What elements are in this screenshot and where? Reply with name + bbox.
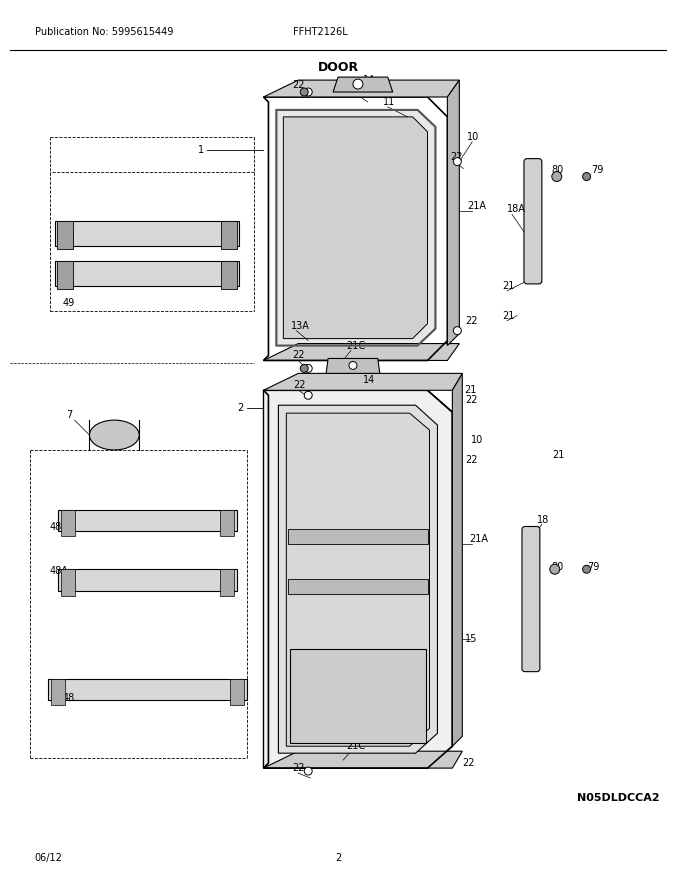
Text: 79: 79 bbox=[588, 562, 600, 572]
Text: DOOR: DOOR bbox=[318, 61, 358, 74]
Circle shape bbox=[304, 88, 312, 96]
Text: 13: 13 bbox=[293, 723, 305, 733]
Circle shape bbox=[550, 564, 560, 575]
Polygon shape bbox=[290, 649, 426, 744]
Polygon shape bbox=[221, 221, 237, 249]
Circle shape bbox=[583, 172, 590, 180]
Text: FFHT2126L: FFHT2126L bbox=[293, 27, 348, 37]
Polygon shape bbox=[452, 373, 462, 746]
Polygon shape bbox=[54, 261, 239, 286]
Circle shape bbox=[304, 364, 312, 372]
Text: 21A: 21A bbox=[467, 202, 486, 211]
Text: 15: 15 bbox=[465, 634, 477, 644]
Text: 21C: 21C bbox=[346, 341, 365, 350]
Polygon shape bbox=[263, 391, 452, 768]
Text: N05DLDCCA2: N05DLDCCA2 bbox=[577, 793, 660, 803]
Polygon shape bbox=[263, 752, 462, 768]
Ellipse shape bbox=[90, 420, 139, 450]
Circle shape bbox=[551, 172, 562, 181]
Text: 22: 22 bbox=[450, 151, 463, 162]
Polygon shape bbox=[221, 261, 237, 289]
Text: 49: 49 bbox=[63, 297, 75, 308]
Text: 12: 12 bbox=[348, 82, 360, 92]
Text: 7: 7 bbox=[67, 410, 73, 420]
Text: 18A: 18A bbox=[507, 204, 526, 215]
Text: 80: 80 bbox=[551, 562, 564, 572]
Text: 21: 21 bbox=[502, 281, 515, 291]
Circle shape bbox=[304, 767, 312, 775]
Polygon shape bbox=[54, 221, 239, 246]
Text: 22: 22 bbox=[292, 763, 305, 774]
Circle shape bbox=[301, 88, 308, 96]
Polygon shape bbox=[278, 405, 437, 753]
Circle shape bbox=[583, 565, 590, 573]
Circle shape bbox=[301, 364, 308, 372]
Text: 22: 22 bbox=[465, 455, 478, 465]
Text: 80: 80 bbox=[551, 165, 564, 174]
Text: 21: 21 bbox=[464, 385, 477, 395]
Polygon shape bbox=[288, 579, 428, 594]
Text: 2: 2 bbox=[237, 403, 243, 414]
Circle shape bbox=[454, 158, 461, 165]
Text: 22: 22 bbox=[465, 395, 478, 405]
FancyBboxPatch shape bbox=[524, 158, 542, 284]
Polygon shape bbox=[51, 678, 65, 706]
Text: 22: 22 bbox=[465, 316, 478, 326]
Text: 49: 49 bbox=[63, 234, 75, 244]
Polygon shape bbox=[56, 221, 73, 249]
Text: 21: 21 bbox=[551, 450, 564, 460]
Text: 13A: 13A bbox=[291, 320, 310, 331]
FancyBboxPatch shape bbox=[522, 526, 540, 671]
Polygon shape bbox=[276, 110, 435, 346]
Polygon shape bbox=[263, 343, 459, 361]
Text: 11: 11 bbox=[383, 97, 395, 107]
Text: 21A: 21A bbox=[469, 534, 488, 545]
Text: 48A: 48A bbox=[50, 566, 69, 576]
Circle shape bbox=[349, 362, 357, 370]
Text: 14: 14 bbox=[363, 75, 375, 85]
Text: 21: 21 bbox=[502, 311, 515, 320]
Text: 10: 10 bbox=[471, 435, 483, 445]
Polygon shape bbox=[286, 413, 430, 746]
Polygon shape bbox=[284, 117, 428, 339]
Circle shape bbox=[304, 392, 312, 400]
Text: 79: 79 bbox=[592, 165, 604, 174]
Polygon shape bbox=[58, 510, 237, 532]
Polygon shape bbox=[48, 678, 247, 700]
Polygon shape bbox=[220, 510, 234, 537]
Polygon shape bbox=[288, 530, 428, 545]
Text: 18: 18 bbox=[537, 515, 549, 524]
Text: 21C: 21C bbox=[346, 741, 365, 752]
Text: 06/12: 06/12 bbox=[35, 853, 63, 862]
Polygon shape bbox=[333, 77, 393, 92]
Text: 1: 1 bbox=[198, 144, 204, 155]
Polygon shape bbox=[230, 678, 243, 706]
Polygon shape bbox=[56, 261, 73, 289]
Polygon shape bbox=[61, 569, 75, 596]
Text: 14: 14 bbox=[345, 366, 357, 377]
Text: 48B: 48B bbox=[50, 523, 69, 532]
Text: 10: 10 bbox=[467, 132, 479, 142]
Text: 22: 22 bbox=[292, 80, 305, 90]
Text: 22: 22 bbox=[292, 350, 305, 361]
Polygon shape bbox=[263, 373, 462, 391]
Polygon shape bbox=[263, 80, 459, 97]
Polygon shape bbox=[61, 510, 75, 537]
Polygon shape bbox=[220, 569, 234, 596]
Text: 22: 22 bbox=[462, 759, 475, 768]
Polygon shape bbox=[447, 80, 459, 346]
Circle shape bbox=[454, 326, 461, 334]
Circle shape bbox=[353, 79, 363, 89]
Polygon shape bbox=[326, 358, 380, 373]
Text: 22: 22 bbox=[293, 380, 306, 391]
Text: 48: 48 bbox=[63, 693, 75, 703]
Text: Publication No: 5995615449: Publication No: 5995615449 bbox=[35, 27, 173, 37]
Text: 2: 2 bbox=[335, 853, 341, 862]
Text: 14: 14 bbox=[363, 376, 375, 385]
Polygon shape bbox=[58, 569, 237, 591]
